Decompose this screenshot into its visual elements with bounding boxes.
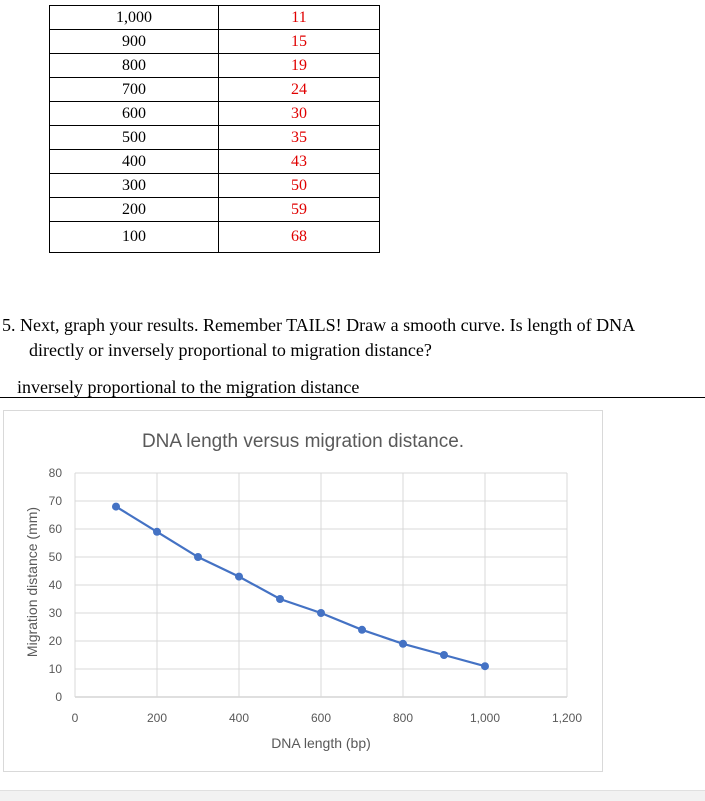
migration-distance-cell: 15	[218, 29, 380, 54]
migration-distance-cell: 68	[218, 221, 380, 253]
x-tick-label: 200	[147, 711, 167, 725]
table-body: 1,000 11 900 15 800 19 700 24 600 30 500 35 400 43 300…	[49, 5, 380, 253]
y-tick-label: 80	[49, 466, 63, 480]
answer-line: inversely proportional to the migration …	[0, 376, 705, 398]
y-tick-label: 40	[49, 578, 63, 592]
x-tick-label: 800	[393, 711, 413, 725]
y-tick-label: 0	[55, 690, 62, 704]
table-row: 600 30	[49, 101, 380, 126]
table-row: 500 35	[49, 125, 380, 150]
table-row: 300 50	[49, 173, 380, 198]
x-tick-label: 600	[311, 711, 331, 725]
table-row: 100 68	[49, 221, 380, 253]
data-point	[358, 625, 366, 634]
migration-distance-cell: 50	[218, 173, 380, 198]
migration-distance-cell: 11	[218, 5, 380, 30]
dna-length-cell: 500	[49, 125, 219, 150]
y-tick-label: 10	[49, 662, 63, 676]
data-point	[317, 609, 325, 617]
dna-length-cell: 600	[49, 101, 219, 126]
migration-distance-cell: 43	[218, 149, 380, 174]
table-row: 700 24	[49, 77, 380, 102]
question-line-1: 5. Next, graph your results. Remember TA…	[2, 315, 636, 335]
data-point	[399, 639, 407, 648]
table-row: 900 15	[49, 29, 380, 54]
data-table: 1,000 11 900 15 800 19 700 24 600 30 500 35 400 43 300…	[49, 5, 380, 253]
table-row: 400 43	[49, 149, 380, 174]
dna-length-cell: 100	[49, 221, 219, 253]
answer-text: inversely proportional to the migration …	[17, 377, 360, 397]
migration-distance-cell: 59	[218, 197, 380, 222]
chart-title: DNA length versus migration distance.	[142, 431, 464, 452]
x-tick-label: 1,200	[552, 711, 582, 725]
chart: 0 10 20 30 40 50 60 70 80 0 200 400 600 800 1,000 1,200…	[3, 410, 603, 772]
dna-length-cell: 400	[49, 149, 219, 174]
data-point	[112, 502, 120, 511]
x-tick-label: 0	[72, 711, 79, 725]
y-tick-label: 70	[49, 494, 63, 508]
question-5: 5. Next, graph your results. Remember TA…	[2, 313, 705, 363]
data-point	[194, 553, 202, 561]
table-row: 1,000 11	[49, 5, 380, 30]
answer-blank-lead	[0, 377, 17, 398]
dna-length-cell: 300	[49, 173, 219, 198]
dna-length-cell: 800	[49, 53, 219, 78]
dna-length-cell: 200	[49, 197, 219, 222]
migration-distance-cell: 30	[218, 101, 380, 126]
dna-length-cell: 900	[49, 29, 219, 54]
data-point	[440, 651, 448, 659]
dna-length-cell: 700	[49, 77, 219, 102]
y-tick-label: 30	[49, 606, 63, 620]
dna-length-cell: 1,000	[49, 5, 219, 30]
bottom-strip	[0, 790, 705, 801]
migration-distance-cell: 35	[218, 125, 380, 150]
table-row: 200 59	[49, 197, 380, 222]
table-row: 800 19	[49, 53, 380, 78]
x-axis-label: DNA length (bp)	[271, 735, 371, 751]
y-tick-label: 60	[49, 522, 63, 536]
y-axis-label: Migration distance (mm)	[24, 507, 40, 657]
data-point	[276, 595, 284, 603]
y-tick-label: 20	[49, 634, 63, 648]
data-point	[481, 662, 489, 671]
y-tick-label: 50	[49, 550, 63, 564]
series-line	[115, 505, 486, 668]
data-point	[235, 572, 243, 581]
question-line-2: directly or inversely proportional to mi…	[29, 340, 432, 360]
migration-distance-cell: 19	[218, 53, 380, 78]
x-tick-label: 400	[229, 711, 249, 725]
migration-distance-cell: 24	[218, 77, 380, 102]
data-point	[153, 527, 161, 536]
x-tick-label: 1,000	[470, 711, 500, 725]
